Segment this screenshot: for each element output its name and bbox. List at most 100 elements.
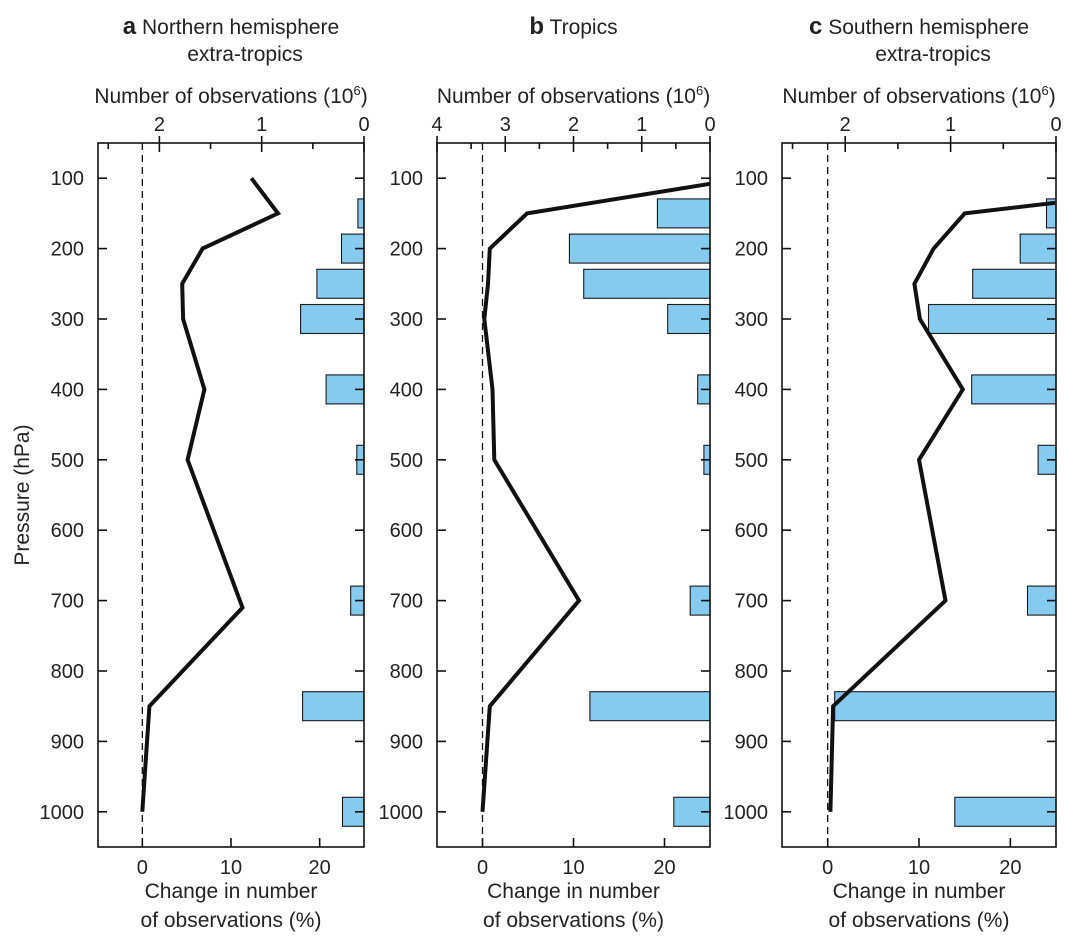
- top-axis-label-close: ): [703, 85, 710, 108]
- y-tick-label: 900: [390, 731, 423, 753]
- x-bottom-tick-label: 0: [137, 857, 148, 879]
- x-top-tick-label: 3: [500, 114, 511, 136]
- x-bottom-tick-label: 20: [653, 857, 675, 879]
- y-tick-label: 1000: [40, 802, 85, 824]
- bottom-axis-label-line: Change in number: [145, 880, 318, 903]
- y-tick-label: 400: [51, 379, 84, 401]
- y-tick-label: 200: [390, 239, 423, 261]
- x-bottom-tick-label: 0: [477, 857, 488, 879]
- y-tick-label: 100: [390, 168, 423, 190]
- observation-bar: [316, 268, 365, 299]
- x-bottom-tick-label: 20: [999, 857, 1021, 879]
- bottom-axis-label-line: Change in number: [487, 880, 660, 903]
- top-axis-label-text: Number of observations (10: [94, 85, 353, 108]
- y-tick-label: 600: [735, 520, 768, 542]
- y-tick-label: 500: [390, 450, 423, 472]
- panel-title-line: Tropics: [550, 16, 618, 39]
- top-axis-label-text: Number of observations (10: [437, 85, 696, 108]
- x-top-tick-label: 1: [256, 114, 267, 136]
- bottom-axis-label-line: of observations (%): [141, 909, 322, 932]
- x-top-tick-label: 1: [636, 114, 647, 136]
- y-tick-label: 100: [735, 168, 768, 190]
- top-axis-label: Number of observations (106): [94, 83, 367, 108]
- observation-bar: [300, 303, 365, 335]
- observation-bar: [971, 374, 1057, 405]
- y-tick-label: 1000: [379, 802, 424, 824]
- x-bottom-tick-label: 10: [908, 857, 930, 879]
- change-percent-line: [140, 176, 282, 812]
- y-axis-label: Pressure (hPa): [11, 424, 34, 565]
- x-bottom-tick-label: 0: [822, 857, 833, 879]
- bottom-axis-label-line: of observations (%): [483, 909, 664, 932]
- x-top-tick-label: 2: [840, 114, 851, 136]
- y-tick-label: 800: [735, 661, 768, 683]
- top-axis-label-exponent: 6: [1041, 83, 1048, 98]
- top-axis-label: Number of observations (106): [782, 83, 1055, 108]
- top-axis-label-exponent: 6: [353, 83, 360, 98]
- y-tick-label: 900: [735, 731, 768, 753]
- x-top-tick-label: 0: [358, 114, 369, 136]
- x-bottom-tick-label: 20: [309, 857, 331, 879]
- plot-frame: [781, 142, 1057, 848]
- x-top-tick-label: 4: [431, 114, 442, 136]
- y-tick-label: 700: [735, 591, 768, 613]
- change-percent-line: [828, 200, 1056, 812]
- y-tick-label: 700: [390, 591, 423, 613]
- x-top-tick-label: 0: [704, 114, 715, 136]
- y-tick-label: 300: [390, 309, 423, 331]
- observation-bar: [357, 198, 365, 229]
- y-tick-label: 200: [735, 239, 768, 261]
- y-tick-label: 500: [735, 450, 768, 472]
- panel-title: a Northern hemisphere: [123, 13, 339, 40]
- panel-letter: a: [123, 13, 137, 40]
- y-tick-label: 400: [735, 379, 768, 401]
- panel-letter: b: [529, 13, 544, 40]
- observation-bar: [972, 268, 1057, 299]
- y-tick-label: 900: [51, 731, 84, 753]
- x-top-tick-label: 1: [945, 114, 956, 136]
- panel-title: c Southern hemisphere: [809, 13, 1029, 40]
- x-top-tick-label: 2: [568, 114, 579, 136]
- top-axis-label-close: ): [1049, 85, 1056, 108]
- observation-bar: [954, 796, 1057, 827]
- y-tick-label: 700: [51, 591, 84, 613]
- top-axis-label-text: Number of observations (10: [782, 85, 1041, 108]
- bottom-axis-label-line: Change in number: [833, 880, 1006, 903]
- observation-bar: [656, 198, 711, 229]
- observation-bar: [927, 303, 1057, 335]
- panel-letter: c: [809, 13, 822, 40]
- y-tick-label: 100: [51, 168, 84, 190]
- y-tick-label: 800: [51, 661, 84, 683]
- x-top-tick-label: 0: [1050, 114, 1061, 136]
- panel-title-line: extra-tropics: [187, 43, 303, 66]
- y-tick-label: 200: [51, 239, 84, 261]
- y-tick-label: 1000: [724, 802, 769, 824]
- observation-bar: [583, 268, 711, 299]
- panel-title-line: extra-tropics: [875, 43, 991, 66]
- top-axis-label: Number of observations (106): [437, 83, 710, 108]
- x-bottom-tick-label: 10: [220, 857, 242, 879]
- y-tick-label: 300: [735, 309, 768, 331]
- x-bottom-tick-label: 10: [562, 857, 584, 879]
- y-tick-label: 300: [51, 309, 84, 331]
- bottom-axis-label-line: of observations (%): [829, 909, 1010, 932]
- change-percent-line: [480, 181, 711, 812]
- y-tick-label: 400: [390, 379, 423, 401]
- top-axis-label-exponent: 6: [696, 83, 703, 98]
- top-axis-label-close: ): [361, 85, 368, 108]
- y-tick-label: 800: [390, 661, 423, 683]
- panel-title-line: Northern hemisphere: [142, 16, 339, 39]
- plot-frame: [97, 142, 365, 848]
- x-top-tick-label: 2: [154, 114, 165, 136]
- panel-title: b Tropics: [529, 13, 617, 40]
- observation-bar: [568, 233, 711, 264]
- panel-title-line: Southern hemisphere: [828, 16, 1029, 39]
- observation-bar: [834, 691, 1057, 722]
- y-tick-label: 600: [51, 520, 84, 542]
- observation-bar: [589, 691, 711, 722]
- y-tick-label: 600: [390, 520, 423, 542]
